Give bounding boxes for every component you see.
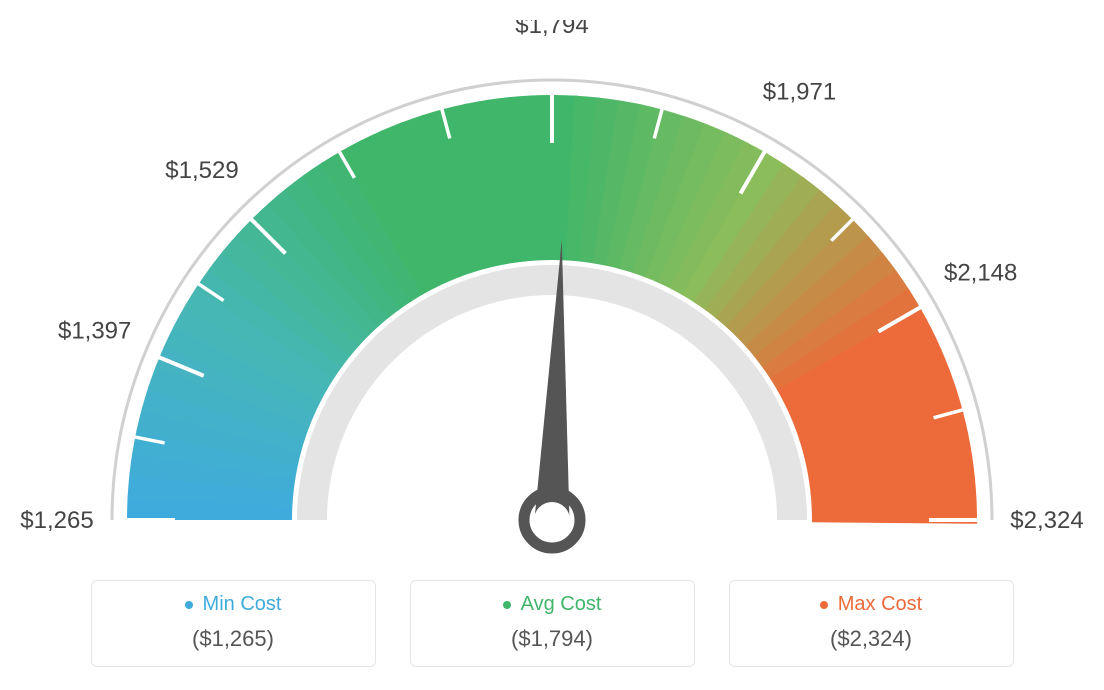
legend-value-min: ($1,265) (112, 626, 355, 652)
legend-dot-avg-icon (503, 601, 511, 609)
legend-label-min: Min Cost (203, 593, 282, 616)
gauge-tick-label: $1,397 (58, 318, 131, 345)
gauge-tick-label: $1,971 (763, 78, 836, 105)
legend-card-max: Max Cost ($2,324) (729, 580, 1014, 667)
cost-gauge-chart: $1,265 $1,397 $1,529 $1,794 $1,971 $2,148 $2,3… (0, 0, 1104, 690)
gauge-tick-label: $1,529 (165, 157, 238, 184)
gauge-tick-label: $1,265 (20, 507, 93, 534)
legend-title-min: Min Cost (185, 593, 282, 616)
legend-value-avg: ($1,794) (431, 626, 674, 652)
legend-card-avg: Avg Cost ($1,794) (410, 580, 695, 667)
gauge-tick-label: $2,324 (1010, 507, 1083, 534)
gauge-area: $1,265 $1,397 $1,529 $1,794 $1,971 $2,148 $2,3… (0, 20, 1104, 580)
gauge-tick-label: $1,794 (515, 20, 588, 39)
legend-label-avg: Avg Cost (521, 593, 602, 616)
legend-row: Min Cost ($1,265) Avg Cost ($1,794) Max … (0, 580, 1104, 667)
legend-title-avg: Avg Cost (503, 593, 602, 616)
legend-dot-max-icon (820, 601, 828, 609)
legend-card-min: Min Cost ($1,265) (91, 580, 376, 667)
legend-value-max: ($2,324) (750, 626, 993, 652)
gauge-tick-label: $2,148 (944, 260, 1017, 287)
legend-title-max: Max Cost (820, 593, 922, 616)
gauge-svg: $1,265 $1,397 $1,529 $1,794 $1,971 $2,148 $2,3… (0, 20, 1104, 580)
legend-label-max: Max Cost (838, 593, 922, 616)
legend-dot-min-icon (185, 601, 193, 609)
